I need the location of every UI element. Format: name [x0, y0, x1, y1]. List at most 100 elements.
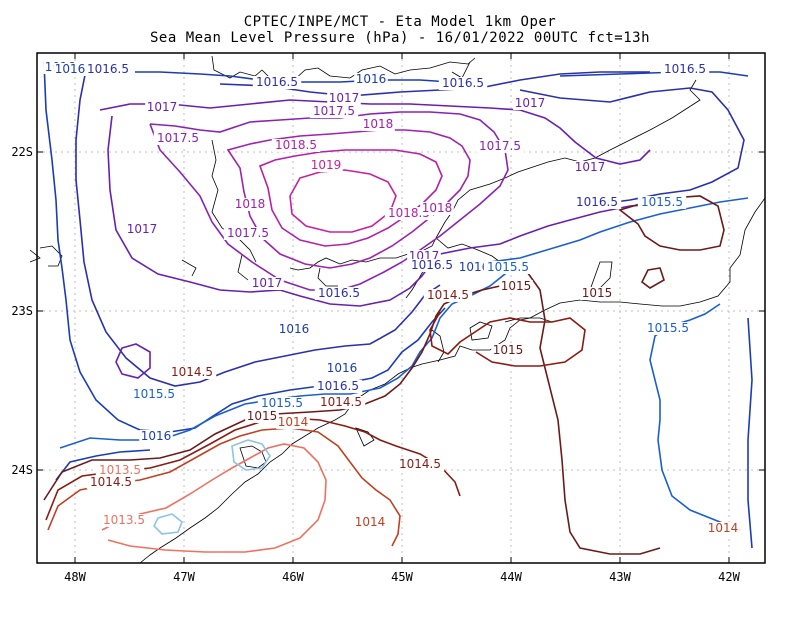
x-tick-label: 44W — [500, 570, 522, 584]
contour-label-bg — [277, 323, 311, 336]
contour-label-bg — [313, 380, 363, 393]
contour-label: 1016 — [279, 322, 310, 336]
contour-labels: 10161016.51016.510161016.51016.510171017… — [43, 60, 740, 535]
contour-label: 1018 — [363, 117, 394, 131]
contour-label: 1015.5 — [487, 260, 529, 274]
contour-label: 1018.5 — [275, 138, 317, 152]
y-tick-label: 24S — [11, 463, 33, 477]
contour-label-bg — [475, 140, 525, 153]
contour-label: 1017.5 — [157, 131, 199, 145]
isobar-1017-5 — [149, 111, 509, 291]
isobar-1019 — [289, 169, 397, 233]
map-frame — [36, 52, 766, 564]
contour-label-bg — [257, 397, 307, 410]
contour-label-bg — [637, 196, 687, 209]
contour-label: 1017 — [252, 276, 283, 290]
contour-label-bg — [309, 105, 359, 118]
chart-title: CPTEC/INPE/MCT - Eta Model 1km Oper — [243, 14, 557, 30]
x-tick-label: 48W — [64, 570, 86, 584]
isobar-1018 — [226, 129, 471, 269]
coastline — [29, 55, 766, 564]
contour-label: 1015 — [493, 343, 524, 357]
contour-label: 1017 — [329, 91, 360, 105]
contour-label: 1017 — [147, 100, 178, 114]
contour-label: 1016.5 — [318, 286, 360, 300]
x-tick-label: 42W — [718, 570, 740, 584]
contour-label: 1014.5 — [320, 395, 362, 409]
contour-label-bg — [491, 344, 525, 357]
contour-label-bg — [314, 287, 364, 300]
contour-label-bg — [145, 101, 179, 114]
contour-label-bg — [83, 63, 133, 76]
contour-label-bg — [139, 430, 173, 443]
isobar-1013-lightblue-2 — [153, 513, 183, 535]
contour-label: 1017.5 — [227, 226, 269, 240]
isobar-1016-far-west — [55, 449, 151, 481]
contour-label-bg — [457, 261, 491, 274]
contour-label-bg — [499, 280, 533, 293]
contour-label: 1016 — [356, 72, 387, 86]
contour-label: 1014.5 — [427, 288, 469, 302]
isobar-1015-5-east — [489, 197, 749, 263]
contour-label-bg — [572, 196, 622, 209]
isobar-1017-west — [107, 115, 661, 307]
contour-label-bg — [153, 132, 203, 145]
contour-label: 1014.5 — [90, 475, 132, 489]
contour-label: 1017.5 — [313, 104, 355, 118]
isobar-1018-5 — [258, 149, 443, 247]
contour-label: 1017.5 — [479, 139, 521, 153]
contour-label: 1014 — [278, 415, 309, 429]
chart-subtitle: Sea Mean Level Pressure (hPa) - 16/01/20… — [149, 30, 650, 46]
contour-label-bg — [513, 97, 547, 110]
contour-label: 1013.5 — [103, 513, 145, 527]
isobar-1016-5-ne — [519, 87, 745, 205]
contour-label: 1016.5 — [576, 195, 618, 209]
contour-label-bg — [580, 287, 614, 300]
contour-label-bg — [353, 516, 387, 529]
contour-label-bg — [483, 261, 533, 274]
isobar-1016-north — [135, 71, 481, 83]
contour-label-bg — [438, 77, 488, 90]
contour-label-bg — [643, 322, 693, 335]
contour-label-bg — [325, 362, 359, 375]
contour-label-bg — [276, 416, 310, 429]
contour-label-bg — [354, 73, 388, 86]
contour-label: 1019 — [311, 158, 342, 172]
contour-label-bg — [250, 277, 284, 290]
contour-label: 1018 — [235, 197, 266, 211]
contour-label-bg — [316, 396, 366, 409]
isobar-1015-5-coast — [649, 303, 741, 531]
contour-label-bg — [660, 63, 710, 76]
isobar-1016-se — [747, 317, 753, 549]
contour-label-bg — [309, 159, 343, 172]
x-tick-label: 45W — [391, 570, 413, 584]
x-tick-label: 46W — [282, 570, 304, 584]
contour-label: 1017 — [127, 222, 158, 236]
contour-label: 1016 — [55, 62, 86, 76]
contour-label-bg — [423, 289, 473, 302]
contour-label-bg — [407, 259, 457, 272]
contour-label: 1014 — [355, 515, 386, 529]
contour-label-bg — [245, 410, 279, 423]
isobar-1015-bay — [519, 261, 661, 555]
contour-label: 1014.5 — [399, 457, 441, 471]
contour-label-bg — [167, 366, 217, 379]
contour-label: 1018.5 — [388, 206, 430, 220]
contour-label-bg — [252, 76, 302, 89]
contour-label: 1016.5 — [411, 258, 453, 272]
contour-label: 1015 — [582, 286, 613, 300]
contour-label: 1018 — [422, 201, 453, 215]
contour-label: 1016.5 — [317, 379, 359, 393]
contour-label-bg — [395, 458, 445, 471]
isobar-1013-5 — [101, 443, 327, 553]
contour-label: 1017 — [515, 96, 546, 110]
contour-label-bg — [99, 514, 149, 527]
contour-label: 1015 — [501, 279, 532, 293]
contour-label-bg — [95, 464, 145, 477]
contour-label: 1016 — [327, 361, 358, 375]
contour-label-bg — [125, 223, 159, 236]
x-tick-label: 43W — [609, 570, 631, 584]
isobar-1017-island — [115, 343, 151, 379]
contour-label-bg — [86, 476, 136, 489]
